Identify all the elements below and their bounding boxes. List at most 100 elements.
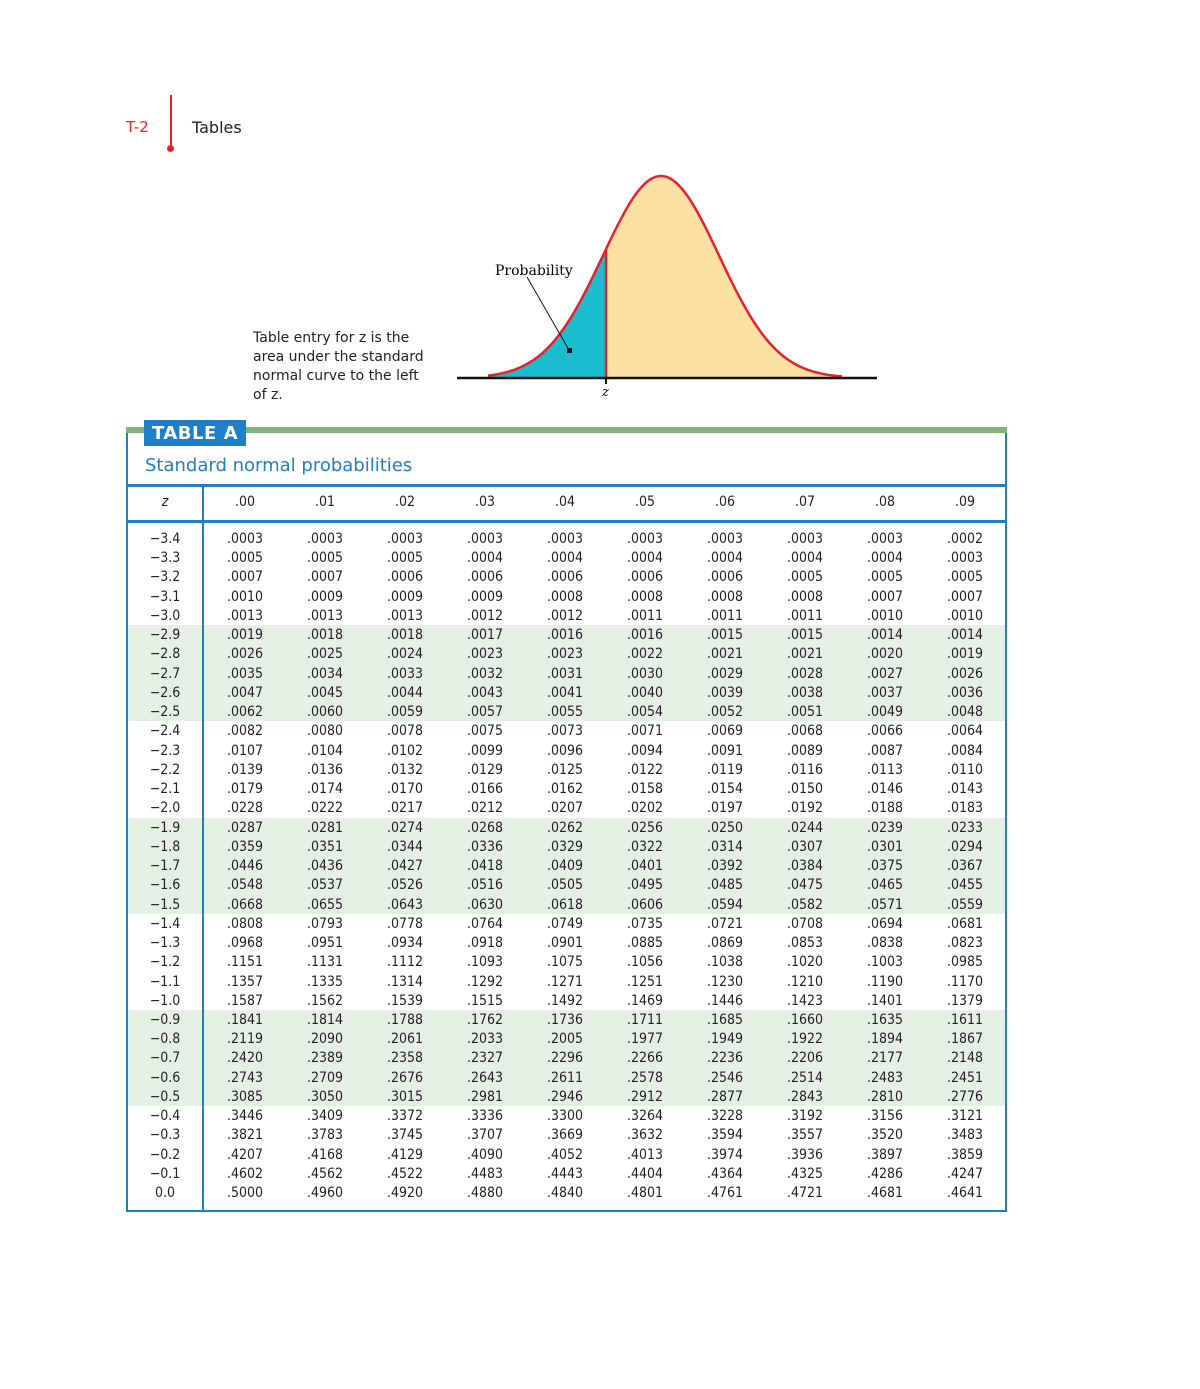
probability-cell: .2389	[306, 1050, 344, 1067]
probability-cell: .1292	[466, 973, 504, 990]
probability-cell: .0212	[466, 800, 504, 817]
probability-cell: .0020	[866, 646, 904, 663]
probability-cell: .0021	[706, 646, 744, 663]
probability-cell: .0485	[706, 877, 744, 894]
probability-cell: .1423	[786, 992, 824, 1009]
probability-cell: .0064	[946, 723, 984, 740]
probability-cell: .4840	[546, 1185, 584, 1202]
probability-cell: .4129	[386, 1146, 424, 1163]
probability-cell: .0010	[226, 588, 264, 605]
probability-cell: .2877	[706, 1088, 744, 1105]
probability-cell: .0006	[626, 569, 664, 586]
probability-cell: .1075	[546, 954, 584, 971]
probability-cell: .0375	[866, 858, 904, 875]
probability-cell: .0047	[226, 684, 264, 701]
probability-cell: .2578	[626, 1069, 664, 1086]
probability-cell: .0170	[386, 781, 424, 798]
probability-cell: .1210	[786, 973, 824, 990]
probability-cell: .0029	[706, 665, 744, 682]
header-bottom-rule	[126, 520, 1007, 523]
probability-cell: .4880	[466, 1185, 504, 1202]
probability-cell: .1093	[466, 954, 504, 971]
probability-cell: .0012	[466, 607, 504, 624]
probability-cell: .0516	[466, 877, 504, 894]
probability-cell: .0036	[946, 684, 984, 701]
probability-cell: .0005	[306, 550, 344, 567]
probability-cell: .0010	[946, 607, 984, 624]
probability-cell: .0885	[626, 935, 664, 952]
probability-cell: .0150	[786, 781, 824, 798]
probability-cell: .0250	[706, 819, 744, 836]
column-header: .05	[634, 494, 656, 510]
probability-cell: .4641	[946, 1185, 984, 1202]
probability-cell: .3783	[306, 1127, 344, 1144]
probability-cell: .2061	[386, 1031, 424, 1048]
probability-cell: .1922	[786, 1031, 824, 1048]
probability-cell: .0436	[306, 858, 344, 875]
probability-cell: .2236	[706, 1050, 744, 1067]
probability-cell: .3372	[386, 1108, 424, 1125]
probability-cell: .3936	[786, 1146, 824, 1163]
column-header: .02	[394, 494, 416, 510]
probability-cell: .1562	[306, 992, 344, 1009]
z-value: −0.5	[149, 1088, 181, 1105]
probability-cell: .0022	[626, 646, 664, 663]
probability-cell: .0091	[706, 742, 744, 759]
probability-cell: .0045	[306, 684, 344, 701]
probability-cell: .0571	[866, 896, 904, 913]
left-tail-area	[488, 249, 606, 378]
probability-cell: .1335	[306, 973, 344, 990]
probability-cell: .2266	[626, 1050, 664, 1067]
probability-cell: .3228	[706, 1108, 744, 1125]
column-header: .03	[474, 494, 496, 510]
probability-cell: .0008	[546, 588, 584, 605]
probability-cell: .0008	[626, 588, 664, 605]
probability-cell: .0122	[626, 761, 664, 778]
probability-cell: .4801	[626, 1185, 664, 1202]
probability-cell: .0526	[386, 877, 424, 894]
probability-cell: .3859	[946, 1146, 984, 1163]
probability-cell: .3409	[306, 1108, 344, 1125]
column-header: .08	[874, 494, 896, 510]
probability-cell: .0735	[626, 915, 664, 932]
probability-cell: .0019	[226, 627, 264, 644]
probability-cell: .1056	[626, 954, 664, 971]
probability-cell: .4602	[226, 1165, 264, 1182]
probability-cell: .0427	[386, 858, 424, 875]
probability-cell: .0307	[786, 838, 824, 855]
probability-cell: .0351	[306, 838, 344, 855]
probability-cell: .0217	[386, 800, 424, 817]
probability-cell: .0228	[226, 800, 264, 817]
probability-cell: .4247	[946, 1165, 984, 1182]
probability-cell: .0314	[706, 838, 744, 855]
probability-cell: .0336	[466, 838, 504, 855]
probability-cell: .0080	[306, 723, 344, 740]
probability-cell: .0630	[466, 896, 504, 913]
probability-cell: .2177	[866, 1050, 904, 1067]
probability-label: Probability	[495, 263, 573, 279]
probability-cell: .0446	[226, 858, 264, 875]
probability-cell: .1660	[786, 1012, 824, 1028]
probability-cell: .4960	[306, 1185, 344, 1202]
probability-cell: .0708	[786, 915, 824, 932]
probability-cell: .1230	[706, 973, 744, 990]
probability-cell: .0166	[466, 781, 504, 798]
probability-cell: .2451	[946, 1069, 984, 1086]
probability-cell: .0322	[626, 838, 664, 855]
probability-cell: .0066	[866, 723, 904, 740]
probability-cell: .0007	[866, 588, 904, 605]
probability-cell: .0013	[226, 607, 264, 624]
probability-cell: .0268	[466, 819, 504, 836]
probability-cell: .2843	[786, 1088, 824, 1105]
probability-cell: .0418	[466, 858, 504, 875]
shaded-row-group	[128, 625, 1005, 722]
probability-cell: .2358	[386, 1050, 424, 1067]
probability-cell: .0006	[546, 569, 584, 586]
probability-cell: .5000	[226, 1185, 264, 1202]
probability-cell: .0008	[786, 588, 824, 605]
probability-cell: .2912	[626, 1088, 664, 1105]
probability-cell: .0004	[866, 550, 904, 567]
probability-cell: .0749	[546, 915, 584, 932]
probability-cell: .0010	[866, 607, 904, 624]
